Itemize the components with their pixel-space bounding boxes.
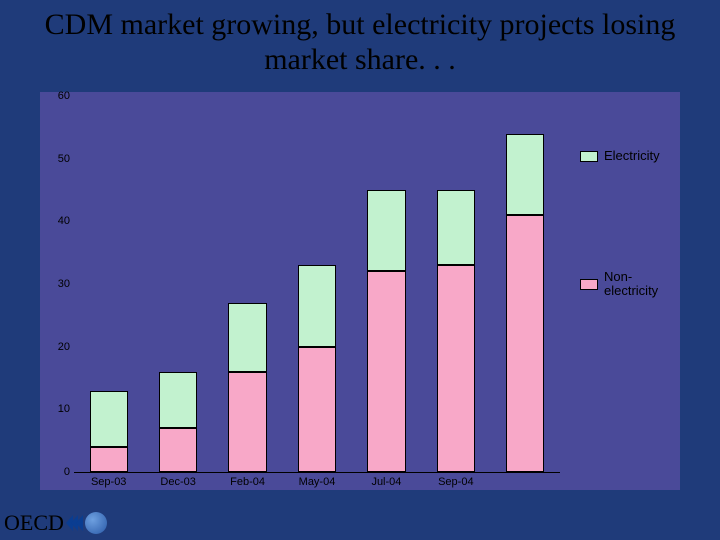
chart-plot-area [74, 96, 560, 472]
x-tick-label: Jul-04 [356, 476, 416, 488]
bar-segment-non-electricity [506, 215, 544, 472]
bar-segment-electricity [228, 303, 266, 372]
oecd-text: OECD [4, 510, 64, 536]
bar-segment-non-electricity [90, 447, 128, 472]
oecd-globe-icon [85, 512, 107, 534]
oecd-brand: OECD [4, 510, 107, 536]
x-tick-label: Sep-04 [426, 476, 486, 488]
y-tick-label: 40 [44, 215, 70, 227]
legend-non-electricity: Non-electricity [580, 270, 658, 299]
bar-segment-non-electricity [228, 372, 266, 472]
x-tick-label: Dec-03 [148, 476, 208, 488]
bar-segment-electricity [159, 372, 197, 428]
bar-segment-electricity [90, 391, 128, 447]
bar-segment-non-electricity [437, 265, 475, 472]
legend-swatch-electricity [580, 151, 598, 162]
x-tick-label: Feb-04 [218, 476, 278, 488]
bar-segment-non-electricity [159, 428, 197, 472]
x-tick-label: Sep-03 [79, 476, 139, 488]
legend-label-electricity: Electricity [604, 149, 660, 163]
y-tick-label: 0 [44, 466, 70, 478]
bar-segment-non-electricity [367, 271, 405, 472]
chart-panel: 0 10 20 30 40 50 60 Electricity Non-electricit… [40, 92, 680, 490]
y-tick-label: 20 [44, 341, 70, 353]
bar-segment-non-electricity [298, 347, 336, 472]
y-tick-label: 30 [44, 278, 70, 290]
bar-segment-electricity [437, 190, 475, 265]
y-tick-label: 10 [44, 403, 70, 415]
oecd-chevrons-icon [66, 515, 81, 531]
x-axis [74, 472, 560, 473]
slide-title-wrap: CDM market growing, but electricity proj… [0, 0, 720, 77]
legend-swatch-non-electricity [580, 279, 598, 290]
y-tick-label: 60 [44, 90, 70, 102]
y-tick-label: 50 [44, 153, 70, 165]
bar-segment-electricity [298, 265, 336, 346]
slide-title: CDM market growing, but electricity proj… [30, 8, 690, 77]
bar-segment-electricity [506, 134, 544, 215]
legend-label-non-electricity: Non-electricity [604, 270, 658, 299]
bar-segment-electricity [367, 190, 405, 271]
legend-electricity: Electricity [580, 148, 660, 164]
x-tick-label: May-04 [287, 476, 347, 488]
